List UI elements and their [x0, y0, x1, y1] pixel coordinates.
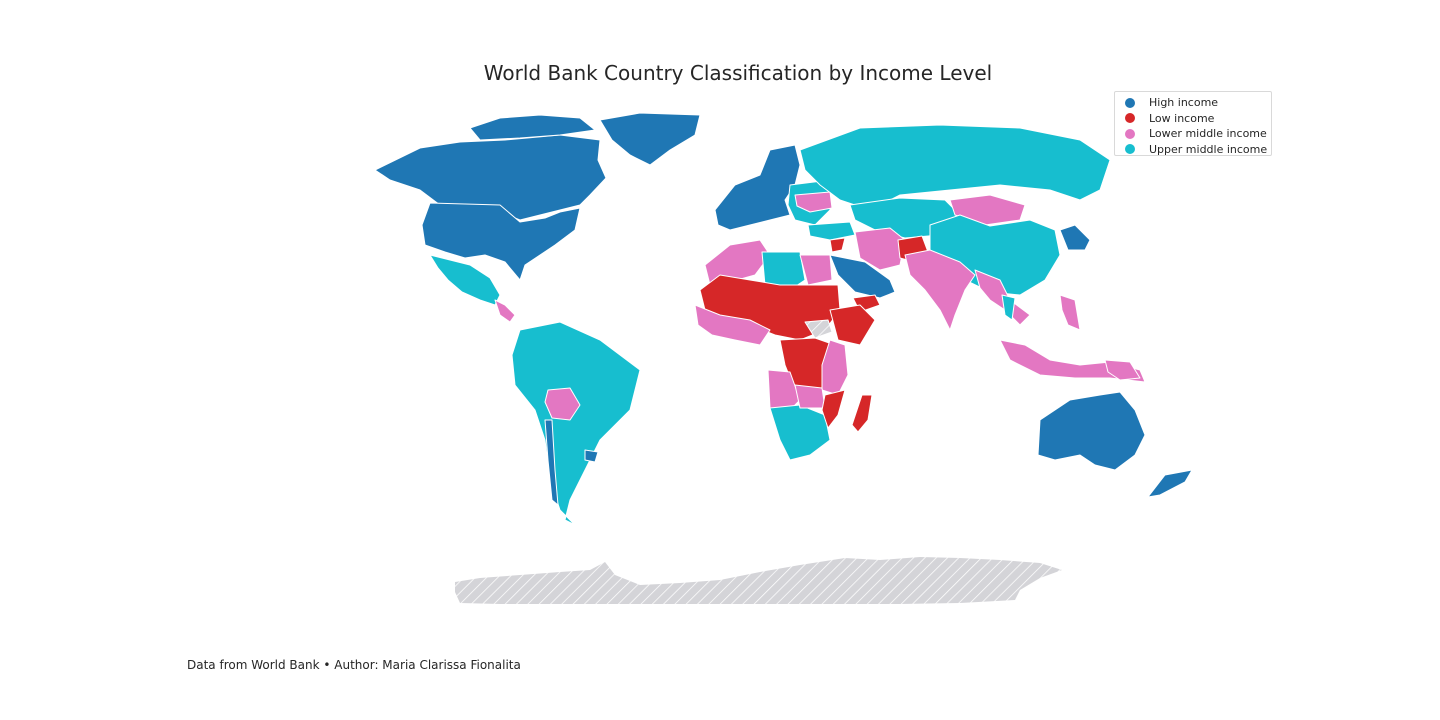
sudan-no-data-region	[804, 319, 833, 339]
madagascar-region	[851, 394, 873, 433]
new-zealand-region	[1147, 469, 1193, 498]
iran-region	[854, 227, 906, 271]
mongolia-region	[949, 194, 1026, 226]
legend-label: Low income	[1149, 111, 1215, 125]
legend-item-high-income: High income	[1125, 95, 1271, 111]
legend-item-lower-middle-income: Lower middle income	[1125, 126, 1271, 142]
arctic-islands-region	[469, 114, 596, 141]
legend-marker	[1125, 113, 1135, 124]
central-america-region	[494, 299, 516, 323]
uruguay-region	[584, 449, 599, 463]
bolivia-region	[544, 387, 581, 421]
legend-marker	[1125, 128, 1135, 139]
australia-region	[1037, 391, 1146, 471]
legend-item-upper-middle-income: Upper middle income	[1125, 142, 1271, 158]
data-credit: Data from World Bank • Author: Maria Cla…	[187, 658, 521, 672]
papua-region	[1104, 359, 1141, 381]
antarctica-region	[455, 557, 1062, 604]
japan-korea-region	[1059, 224, 1091, 251]
mexico-region	[429, 254, 501, 306]
legend-label: Lower middle income	[1149, 127, 1267, 141]
southern-africa-region	[769, 404, 831, 461]
legend-marker	[1125, 144, 1135, 155]
europe-region	[714, 144, 801, 231]
greenland-region	[599, 112, 701, 166]
chile-region	[544, 419, 559, 506]
horn-africa-region	[829, 304, 876, 346]
philippines-region	[1059, 294, 1081, 331]
egypt-region	[799, 254, 833, 286]
legend-marker	[1125, 97, 1135, 108]
mozambique-region	[821, 389, 846, 429]
canada-region	[374, 134, 607, 221]
turkey-region	[807, 221, 856, 241]
zambia-region	[794, 384, 826, 409]
south-america-region	[511, 321, 641, 526]
usa-region	[421, 202, 581, 281]
map-title: World Bank Country Classification by Inc…	[483, 61, 993, 85]
west-africa-region	[694, 304, 771, 346]
legend-label: High income	[1149, 96, 1219, 110]
india-region	[904, 249, 976, 331]
syria-region	[829, 237, 846, 253]
legend-label: Upper middle income	[1149, 142, 1268, 156]
russia-region	[799, 124, 1111, 211]
legend-item-low-income: Low income	[1125, 111, 1271, 127]
ukraine-region	[794, 191, 833, 213]
legend: High income Low income Lower middle inco…	[1114, 91, 1272, 156]
arabia-region	[829, 254, 896, 299]
thailand-region	[1001, 294, 1016, 321]
